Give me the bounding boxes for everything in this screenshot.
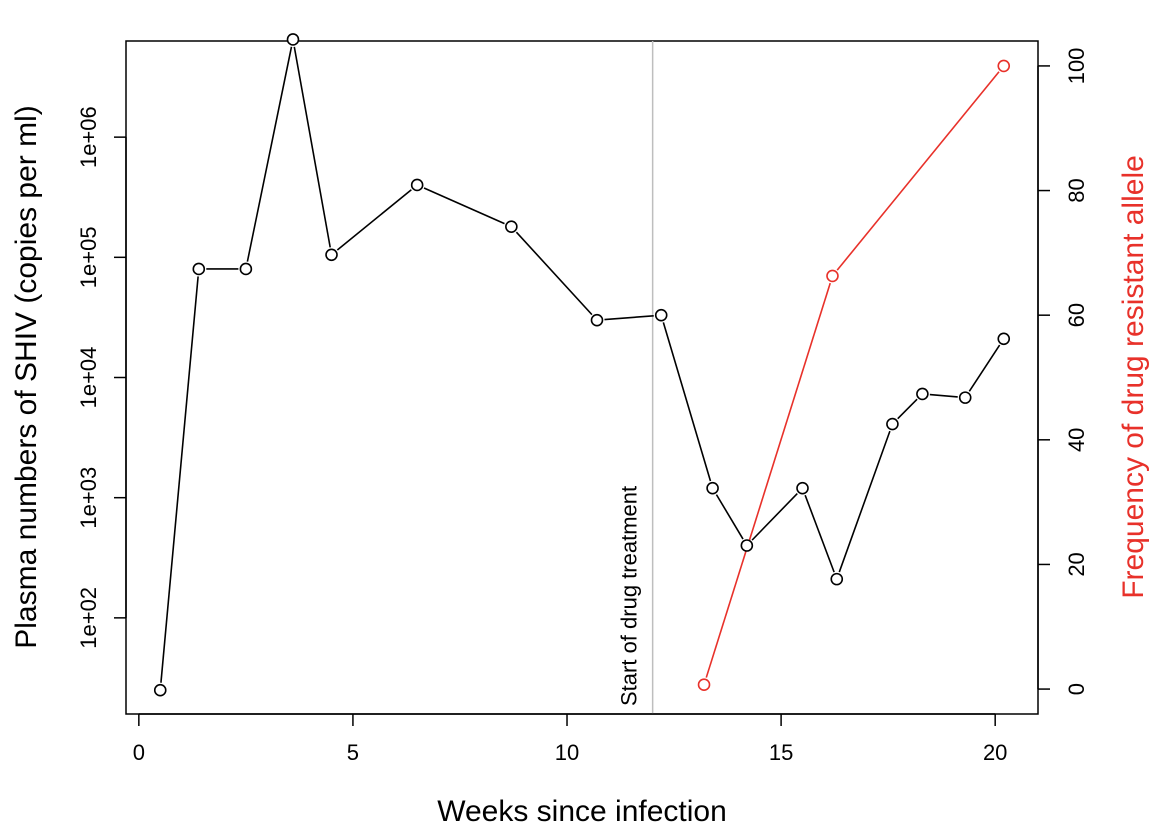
- series-2-segment: [836, 71, 1000, 271]
- y-axis-left: 1e+02 1e+03 1e+04 1e+05 1e+06: [76, 106, 127, 649]
- series-1-point: [740, 539, 754, 552]
- series-1-point: [654, 308, 668, 322]
- series-2-point: [697, 678, 711, 692]
- series-1-point: [325, 248, 338, 262]
- series-1-point: [916, 387, 929, 401]
- x-tick-label: 15: [769, 740, 793, 765]
- y-left-tick-label: 1e+05: [76, 226, 101, 288]
- series-1-point: [239, 262, 253, 276]
- x-tick-label: 10: [555, 740, 579, 765]
- series-1-segment: [929, 393, 958, 398]
- lines-layer: [160, 46, 1001, 683]
- series-1-segment: [515, 231, 593, 316]
- series-1-point: [958, 391, 972, 404]
- y-axis-right-title: Frequency of drug resistant allele: [1117, 155, 1150, 599]
- x-axis-title: Weeks since infection: [437, 795, 727, 828]
- y-right-tick-label: 20: [1064, 552, 1089, 576]
- y-left-tick-label: 1e+03: [76, 467, 101, 529]
- x-axis: 0 5 10 15 20: [133, 713, 1007, 765]
- series-1-segment: [662, 322, 712, 482]
- series-1-point: [505, 220, 518, 233]
- series-1-point: [410, 178, 424, 192]
- series-1-segment: [293, 46, 331, 248]
- y-right-tick-label: 60: [1064, 303, 1089, 327]
- points-layer: [153, 33, 1011, 697]
- y-axis-right: 0 20 40 60 80 100: [1037, 48, 1089, 695]
- treatment-annotation: Start of drug treatment: [617, 486, 642, 706]
- series-1-point: [590, 313, 604, 327]
- series-1-segment: [968, 344, 1001, 392]
- series-2-point: [826, 269, 839, 283]
- x-tick-label: 0: [133, 740, 145, 765]
- series-1-segment: [715, 494, 744, 540]
- series-2-segment: [705, 282, 831, 678]
- series-1-segment: [160, 276, 199, 683]
- x-tick-label: 5: [347, 740, 359, 765]
- y-right-tick-label: 40: [1064, 428, 1089, 452]
- y-left-tick-label: 1e+04: [76, 347, 101, 409]
- y-left-tick-label: 1e+06: [76, 106, 101, 168]
- plot-box: [125, 40, 1039, 715]
- series-1-segment: [804, 494, 835, 573]
- series-1-point: [796, 481, 809, 495]
- series-1-segment: [246, 46, 293, 262]
- y-left-tick-label: 1e+02: [76, 587, 101, 649]
- series-1-point: [192, 262, 206, 276]
- series-2-point: [997, 59, 1011, 73]
- x-tick-label: 20: [983, 740, 1007, 765]
- series-1-point: [886, 417, 899, 431]
- y-right-tick-label: 100: [1064, 48, 1089, 85]
- y-right-tick-label: 80: [1064, 178, 1089, 202]
- series-1-segment: [423, 187, 505, 225]
- series-1-segment: [336, 189, 412, 251]
- series-1-segment: [897, 398, 918, 420]
- series-1-point: [706, 481, 719, 495]
- series-1-point: [830, 572, 844, 586]
- y-axis-left-title: Plasma numbers of SHIV (copies per ml): [10, 105, 43, 649]
- series-1-segment: [604, 314, 654, 321]
- series-1-point: [997, 332, 1011, 346]
- y-right-tick-label: 0: [1064, 683, 1089, 695]
- series-1-segment: [838, 430, 891, 573]
- series-1-segment: [751, 492, 798, 541]
- series-1-point: [153, 683, 167, 697]
- series-1-point: [286, 33, 300, 46]
